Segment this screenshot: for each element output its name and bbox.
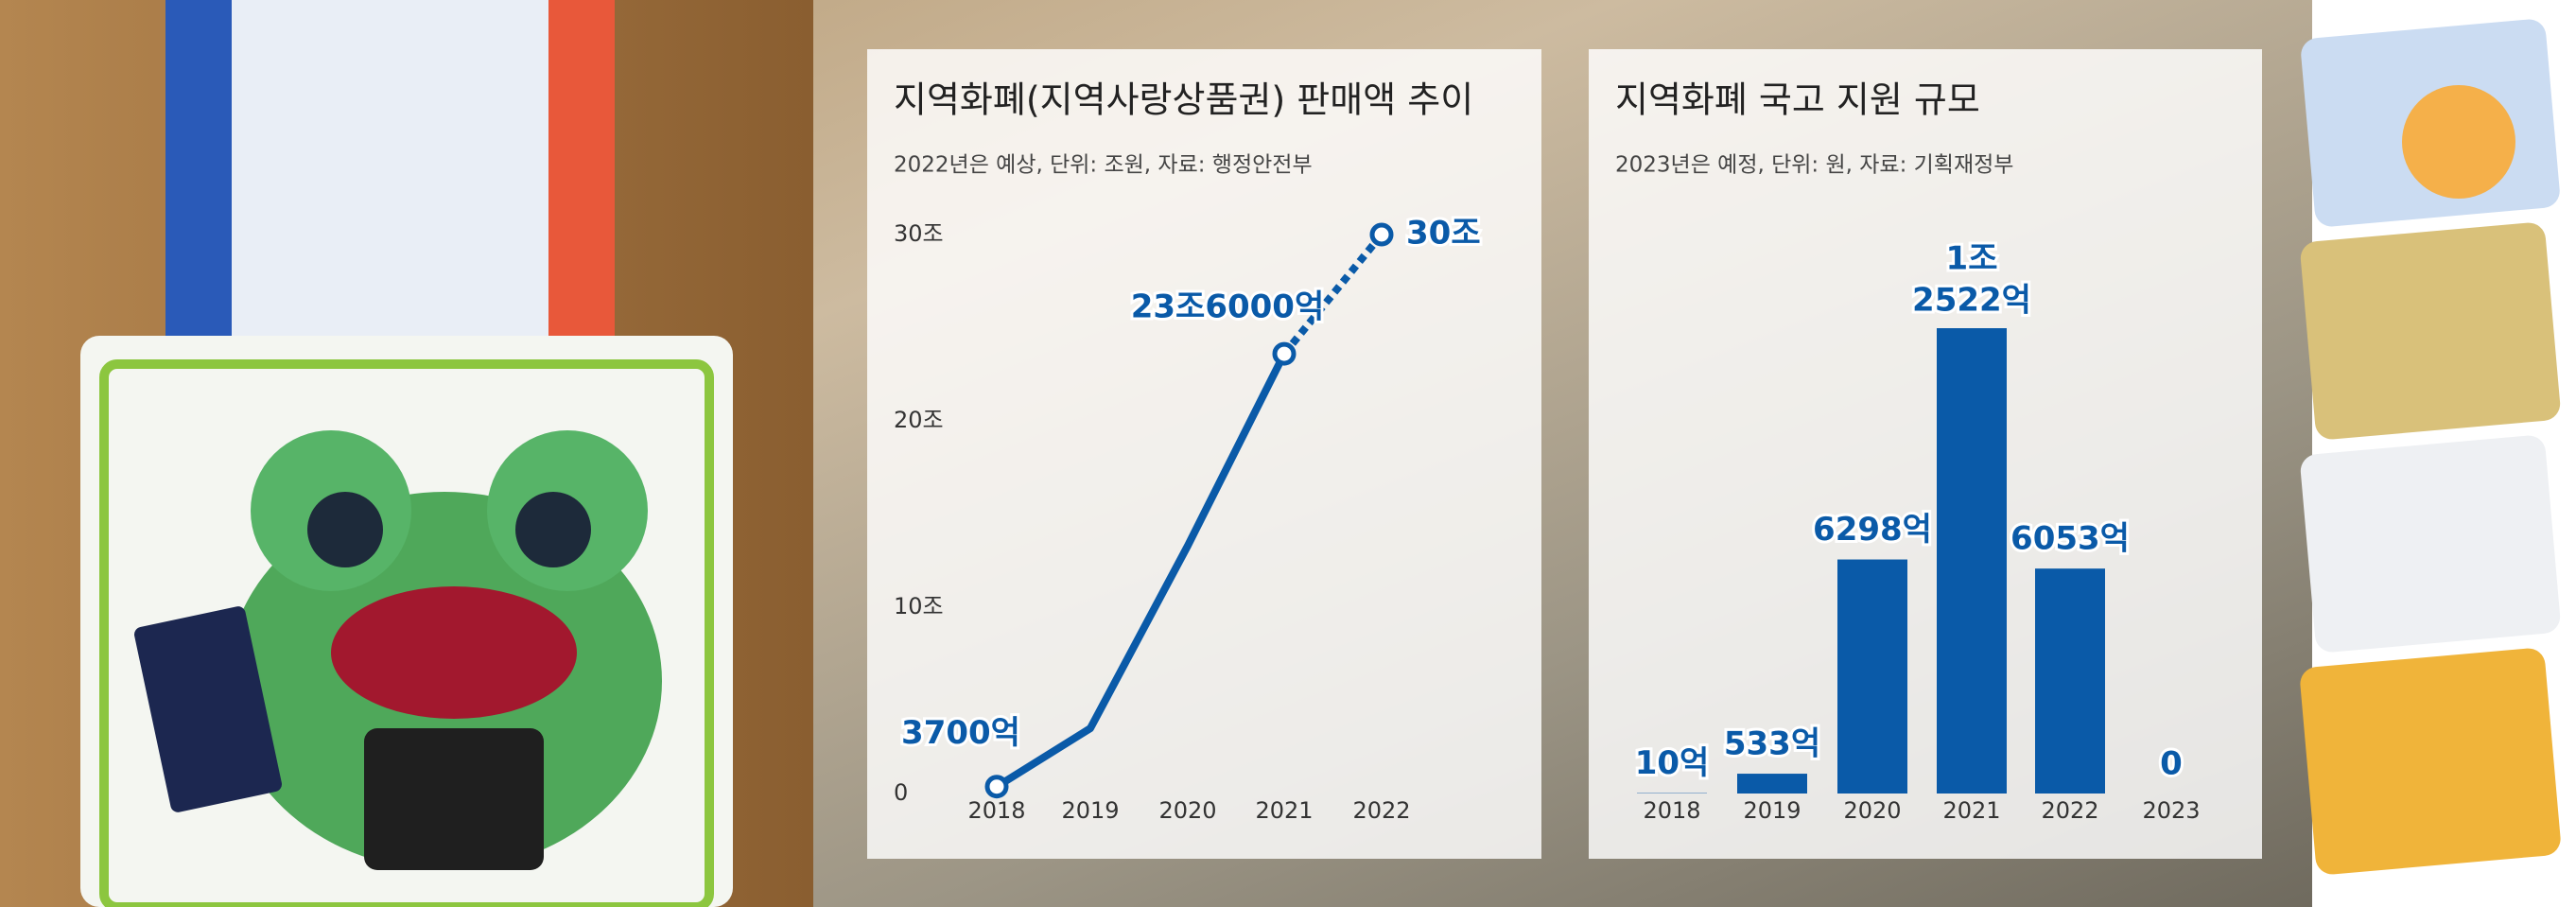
frog-pupil bbox=[515, 492, 591, 567]
poster-border bbox=[99, 359, 714, 907]
value-label: 0 bbox=[2160, 745, 2183, 783]
x-tick-label: 2021 bbox=[1942, 797, 2000, 824]
frog-apron bbox=[364, 728, 544, 870]
x-tick-label: 2022 bbox=[2041, 797, 2098, 824]
x-tick-label: 2019 bbox=[1743, 797, 1801, 824]
poster-top bbox=[165, 0, 615, 340]
y-tick-label: 30조 bbox=[894, 220, 944, 247]
y-tick-label: 20조 bbox=[894, 407, 944, 433]
card bbox=[2300, 435, 2561, 653]
bar bbox=[1937, 328, 2007, 794]
poster-stripe bbox=[165, 0, 232, 340]
card bbox=[2300, 648, 2561, 875]
chart-subtitle: 2022년은 예상, 단위: 조원, 자료: 행정안전부 bbox=[894, 153, 1313, 178]
value-label: 3700억 bbox=[901, 714, 1020, 752]
y-tick-label: 0 bbox=[894, 779, 908, 806]
value-label: 23조6000억 bbox=[1131, 288, 1325, 326]
point bbox=[1369, 222, 1394, 247]
bar bbox=[2035, 568, 2105, 794]
bar bbox=[1737, 774, 1807, 794]
value-label: 1조 bbox=[1946, 240, 1998, 278]
card-character bbox=[2402, 85, 2515, 199]
value-label: 30조 bbox=[1406, 215, 1481, 253]
y-tick-label: 10조 bbox=[894, 593, 944, 619]
frog-mouth bbox=[331, 586, 577, 719]
bar bbox=[1837, 559, 1907, 794]
point bbox=[1272, 341, 1297, 366]
x-tick-label: 2023 bbox=[2142, 797, 2200, 824]
card bbox=[134, 606, 282, 812]
value-label: 6053억 bbox=[2010, 520, 2130, 558]
point bbox=[984, 775, 1009, 799]
poster-stripe bbox=[548, 0, 615, 340]
chart-title: 지역화폐 국고 지원 규모 bbox=[1615, 79, 1980, 121]
value-label: 10억 bbox=[1635, 744, 1710, 782]
chart-panel bbox=[867, 49, 1541, 859]
value-label: 6298억 bbox=[1813, 511, 1932, 549]
chart-title: 지역화폐(지역사랑상품권) 판매액 추이 bbox=[894, 79, 1473, 121]
x-tick-label: 2018 bbox=[967, 797, 1025, 824]
x-tick-label: 2020 bbox=[1158, 797, 1216, 824]
x-tick-label: 2021 bbox=[1255, 797, 1313, 824]
chart-panel bbox=[1589, 49, 2262, 859]
value-label: 2522억 bbox=[1912, 282, 2031, 320]
frog-pupil bbox=[307, 492, 383, 567]
x-tick-label: 2020 bbox=[1843, 797, 1901, 824]
chart-subtitle: 2023년은 예정, 단위: 원, 자료: 기획재정부 bbox=[1615, 153, 2013, 178]
line bbox=[994, 352, 1288, 791]
value-label: 533억 bbox=[1724, 725, 1820, 763]
card bbox=[2300, 222, 2561, 440]
x-tick-label: 2019 bbox=[1061, 797, 1119, 824]
x-tick-label: 2018 bbox=[1643, 797, 1700, 824]
x-tick-label: 2022 bbox=[1352, 797, 1410, 824]
